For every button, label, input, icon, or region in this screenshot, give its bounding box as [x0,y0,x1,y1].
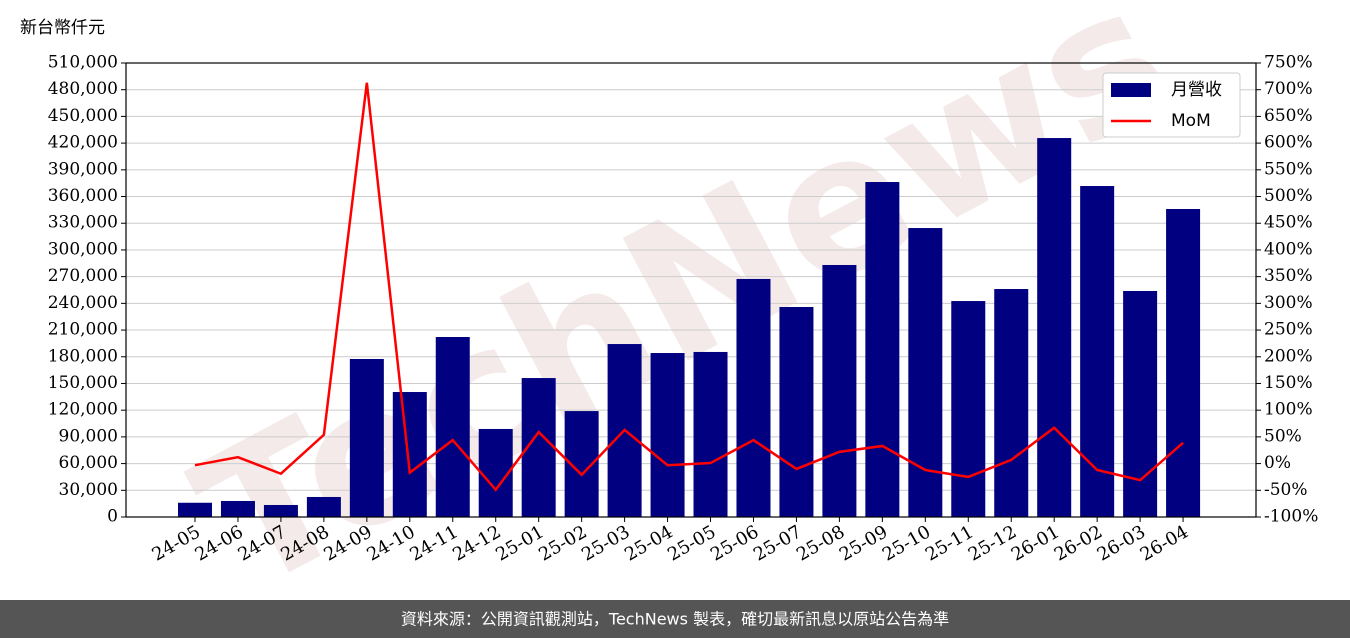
y2-tick-label: -50% [1264,480,1308,500]
y-tick-label: 270,000 [48,266,118,286]
y2-tick-label: 550% [1264,159,1313,179]
x-tick-label: 25-01 [492,521,547,565]
bar [1037,138,1072,518]
bar [1166,208,1201,517]
bar [994,289,1029,517]
x-tick-label: 25-08 [793,521,848,565]
bar [693,351,728,517]
y2-tick-label: 400% [1264,239,1313,259]
y-tick-label: 90,000 [59,426,118,446]
bar [736,278,771,517]
plot-frame [125,62,1257,518]
y2-tick-label: 0% [1264,453,1291,473]
x-tick-label: 26-03 [1094,521,1149,565]
bar [435,337,470,517]
y2-tick-label: 650% [1264,106,1313,126]
y2-tick-label: 50% [1264,426,1302,446]
x-tick-label: 26-04 [1137,521,1192,565]
bar [865,182,900,517]
y-tick-label: 390,000 [48,159,118,179]
y2-tick-label: 600% [1264,133,1313,153]
x-tick-label: 25-11 [922,521,977,565]
x-tick-label: 26-01 [1008,521,1063,565]
y-tick-label: 360,000 [48,186,118,206]
bar [1080,186,1115,518]
line [194,82,1184,492]
y-tick-label: 150,000 [48,373,118,393]
bar [650,353,685,517]
y-tick-label: 30,000 [59,480,118,500]
y-tick-label: 210,000 [48,320,118,340]
bar [178,502,212,517]
y2-tick-label: 350% [1264,266,1313,286]
y-tick-label: 300,000 [48,239,118,259]
x-tick-label: 24-05 [149,521,204,565]
x-tick-label: 25-10 [879,521,934,565]
y2-tick-label: 250% [1264,320,1313,340]
y2-tick-label: 200% [1264,346,1313,366]
y2-tick-label: 750% [1264,53,1313,73]
bar [220,500,255,517]
bar [392,392,427,517]
legend-swatch [1111,83,1151,97]
y-tick-label: 420,000 [48,133,118,153]
y-tick-label: 60,000 [59,453,118,473]
y-tick-label: 510,000 [48,53,118,73]
legend-label: MoM [1171,111,1211,131]
x-tick-label: 26-02 [1051,521,1106,565]
bar [306,496,341,517]
bar [822,264,857,517]
y2-tick-label: 700% [1264,79,1313,99]
footer-band [0,600,1350,638]
y2-tick-label: 450% [1264,213,1313,233]
y-tick-label: 120,000 [48,400,118,420]
y-tick-label: 0 [107,507,118,527]
y2-tick-label: 150% [1264,373,1313,393]
footer: 資料來源：公開資訊觀測站，TechNews 製表，確切最新訊息以原站公告為準 [401,610,949,629]
y-tick-label: 450,000 [48,106,118,126]
bar [908,228,943,517]
unit-label: 新台幣仟元 [20,18,105,38]
y2-tick-label: 500% [1264,186,1313,206]
y-tick-label: 480,000 [48,79,118,99]
x-tick-label: 25-06 [707,521,762,565]
y2-tick-label: 100% [1264,400,1313,420]
bar [1123,290,1158,517]
y-tick-label: 240,000 [48,293,118,313]
y2-tick-label: -100% [1264,507,1318,527]
bar [779,307,814,517]
x-tick-label: 25-12 [965,521,1020,565]
x-tick-label: 25-07 [750,521,805,565]
y-tick-label: 180,000 [48,346,118,366]
y-tick-label: 330,000 [48,213,118,233]
bar [349,358,384,517]
x-tick-label: 25-09 [836,521,891,565]
x-tick-label: 25-05 [664,521,719,565]
y2-tick-label: 300% [1264,293,1313,313]
legend-label: 月營收 [1171,80,1222,100]
bar [263,504,298,517]
x-tick-label: 25-02 [535,521,590,565]
bar [951,301,986,517]
x-tick-label: 25-04 [621,521,676,565]
x-tick-label: 25-03 [578,521,633,565]
